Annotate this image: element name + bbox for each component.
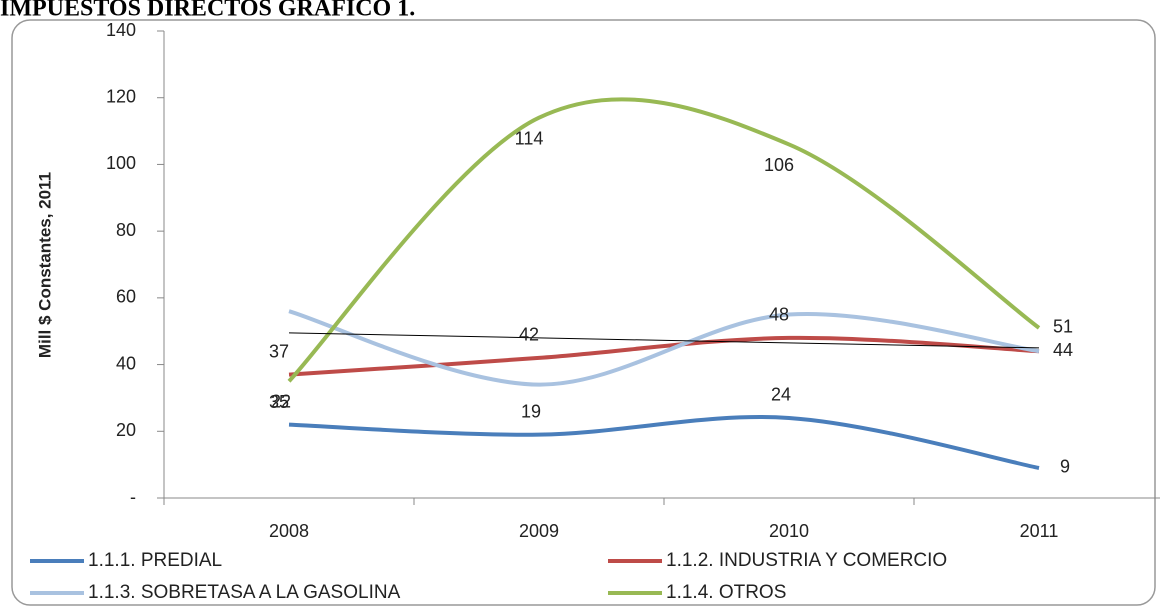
data-label: 9 xyxy=(1060,457,1070,477)
legend-label: 1.1.1. PREDIAL xyxy=(88,550,222,571)
chart-frame xyxy=(11,19,1156,606)
data-label: 114 xyxy=(515,128,544,148)
data-label: 51 xyxy=(1053,317,1073,337)
chart-title: IMPUESTOS DIRECTOS GRAFICO 1. xyxy=(0,0,415,22)
series-line xyxy=(288,335,1040,377)
y-tick-label: 60 xyxy=(116,287,136,307)
legend-label: 1.1.4. OTROS xyxy=(666,582,786,603)
data-label: 19 xyxy=(521,401,541,421)
series-line xyxy=(287,97,1041,383)
series-line xyxy=(288,415,1040,470)
y-tick-label: 100 xyxy=(106,153,136,173)
data-label: 37 xyxy=(269,341,289,361)
series-line xyxy=(288,309,1040,387)
data-label: 42 xyxy=(519,325,539,345)
data-label: 35 xyxy=(269,392,289,412)
x-tick-label: 2008 xyxy=(269,521,309,541)
data-label: 22 xyxy=(271,391,291,411)
data-label: 106 xyxy=(764,155,794,175)
data-label: 44 xyxy=(1053,340,1073,360)
x-tick-label: 2009 xyxy=(519,521,559,541)
y-tick-label: 140 xyxy=(106,20,136,40)
y-tick-label: 40 xyxy=(116,353,136,373)
data-label: 24 xyxy=(771,385,791,405)
trendline xyxy=(288,332,1040,349)
x-tick-label: 2011 xyxy=(1020,521,1059,541)
legend-label: 1.1.3. SOBRETASA A LA GASOLINA xyxy=(88,582,401,603)
data-label: 48 xyxy=(769,305,789,325)
y-tick-label: 80 xyxy=(116,220,136,240)
y-axis-label: Mill $ Constantes, 2011 xyxy=(35,172,54,358)
x-tick-label: 2010 xyxy=(769,521,809,541)
y-tick-label: 20 xyxy=(116,420,136,440)
y-tick-label: - xyxy=(130,487,136,507)
y-tick-label: 120 xyxy=(106,86,136,106)
legend-label: 1.1.2. INDUSTRIA Y COMERCIO xyxy=(666,550,947,571)
